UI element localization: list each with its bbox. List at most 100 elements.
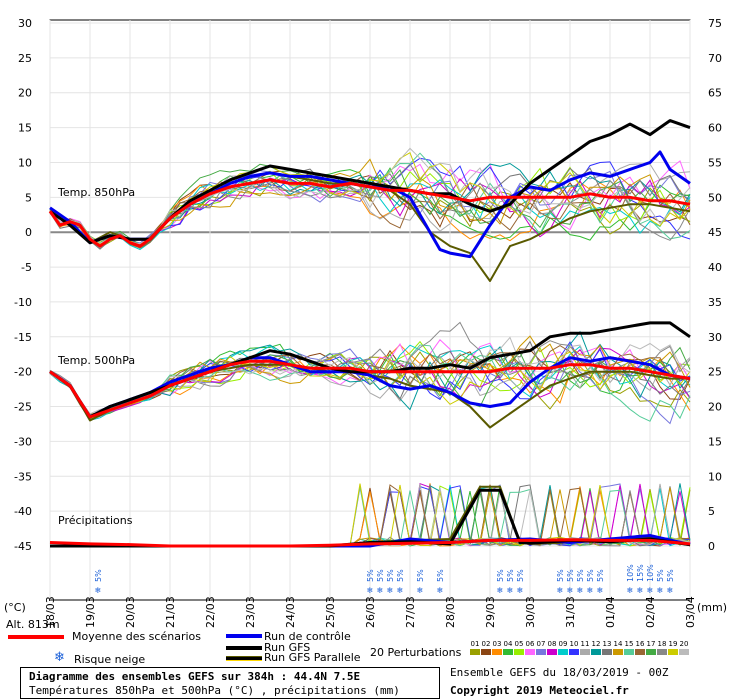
perturbation-swatch — [624, 649, 634, 655]
x-tick-label: 01/04 — [604, 596, 617, 628]
snow-risk-pct: 5% — [94, 569, 103, 582]
snowflake-icon: ❄ — [637, 586, 644, 595]
perturbation-swatch — [657, 649, 667, 655]
right-tick-label: 0 — [708, 540, 715, 553]
left-tick-label: -20 — [14, 366, 32, 379]
run-info: Ensemble GEFS du 18/03/2019 - 00Z — [450, 666, 669, 679]
snow-risk-pct: 5% — [416, 569, 425, 582]
left-tick-label: -40 — [14, 505, 32, 518]
snow-risk-pct: 5% — [586, 569, 595, 582]
perturbation-swatch — [514, 649, 524, 655]
perturbation-number: 10 — [569, 640, 579, 648]
perturbation-number: 11 — [580, 640, 590, 648]
perturbation-swatch — [525, 649, 535, 655]
snow-risk-pct: 5% — [596, 569, 605, 582]
snowflake-icon: ❄ — [657, 586, 664, 595]
legend-snow-label: Risque neige — [74, 653, 146, 666]
snow-risk-pct: 5% — [386, 569, 395, 582]
left-tick-label: -15 — [14, 331, 32, 344]
perturbation-swatch — [569, 649, 579, 655]
snow-risk-pct: 5% — [506, 569, 515, 582]
snowflake-icon: ❄ — [667, 586, 674, 595]
snowflake-icon: ❄ — [597, 586, 604, 595]
snow-risk-pct: 10% — [626, 564, 635, 582]
perturbation-swatch — [547, 649, 557, 655]
x-tick-label: 26/03 — [364, 596, 377, 628]
perturbation-line — [49, 177, 691, 249]
x-tick-label: 21/03 — [164, 596, 177, 628]
perturbation-number: 08 — [547, 640, 557, 648]
right-tick-label: 5 — [708, 505, 715, 518]
perturbation-number: 02 — [481, 640, 491, 648]
snow-risk-pct: 15% — [636, 564, 645, 582]
snowflake-icon: ❄ — [417, 586, 424, 595]
x-tick-label: 18/03 — [44, 596, 57, 628]
snowflake-icon: ❄ — [437, 586, 444, 595]
footer-title: Diagramme des ensembles GEFS sur 384h : … — [29, 670, 361, 683]
perturbation-swatch — [503, 649, 513, 655]
right-tick-label: 30 — [708, 331, 722, 344]
left-tick-label: 5 — [25, 191, 32, 204]
snowflake-icon: ❄ — [367, 586, 374, 595]
x-tick-label: 27/03 — [404, 596, 417, 628]
snowflake-icon: ❄ — [577, 586, 584, 595]
left-tick-label: 15 — [18, 122, 32, 135]
right-tick-label: 75 — [708, 17, 722, 30]
legend-mean-swatch — [8, 635, 64, 639]
altitude-label: Alt. 813m — [6, 618, 60, 631]
series-lines — [48, 119, 691, 548]
perturbation-number: 01 — [470, 640, 480, 648]
label-t500: Temp. 500hPa — [57, 354, 135, 367]
snow-risk-pct: 5% — [436, 569, 445, 582]
right-tick-label: 50 — [708, 191, 722, 204]
perturbation-swatch — [558, 649, 568, 655]
left-tick-label: 0 — [25, 226, 32, 239]
right-tick-label: 15 — [708, 435, 722, 448]
perturbation-number: 06 — [525, 640, 535, 648]
perturbation-swatch — [591, 649, 601, 655]
snow-risk-pct: 5% — [376, 569, 385, 582]
snowflake-icon: ❄ — [507, 586, 514, 595]
snowflake-icon: ❄ — [627, 586, 634, 595]
perturbation-number: 04 — [503, 640, 513, 648]
left-tick-label: -30 — [14, 435, 32, 448]
x-tick-label: 02/04 — [644, 596, 657, 628]
snowflake-icon: ❄ — [557, 586, 564, 595]
perturbation-swatch — [481, 649, 491, 655]
left-tick-label: -35 — [14, 470, 32, 483]
snowflake-icon: ❄ — [397, 586, 404, 595]
legend-pert-label: 20 Perturbations — [370, 646, 462, 659]
left-unit: (°C) — [4, 601, 26, 614]
left-tick-label: -45 — [14, 540, 32, 553]
x-tick-label: 29/03 — [484, 596, 497, 628]
snow-risk-pct: 5% — [666, 569, 675, 582]
label-t850: Temp. 850hPa — [57, 186, 135, 199]
x-tick-label: 31/03 — [564, 596, 577, 628]
snow-risk-pct: 5% — [496, 569, 505, 582]
left-tick-label: 20 — [18, 87, 32, 100]
perturbation-swatch — [602, 649, 612, 655]
perturbation-number: 03 — [492, 640, 502, 648]
right-tick-label: 25 — [708, 366, 722, 379]
perturbation-number: 12 — [591, 640, 601, 648]
snowflake-icon: ❄ — [567, 586, 574, 595]
axes: 302520151050-5-10-15-20-25-30-35-40-4575… — [14, 17, 722, 628]
perturbation-swatch — [668, 649, 678, 655]
perturbation-number: 18 — [657, 640, 667, 648]
footer-box: Diagramme des ensembles GEFS sur 384h : … — [20, 667, 440, 699]
perturbation-number: 16 — [635, 640, 645, 648]
grid — [49, 20, 691, 600]
right-tick-label: 20 — [708, 401, 722, 414]
perturbation-number: 19 — [668, 640, 678, 648]
x-tick-label: 22/03 — [204, 596, 217, 628]
perturbation-number: 14 — [613, 640, 623, 648]
x-tick-label: 19/03 — [84, 596, 97, 628]
perturbation-swatch — [492, 649, 502, 655]
perturbation-line — [49, 321, 691, 416]
legend-gfs-label: Run GFS — [264, 641, 311, 654]
x-tick-label: 25/03 — [324, 596, 337, 628]
perturbation-number: 17 — [646, 640, 656, 648]
x-tick-label: 30/03 — [524, 596, 537, 628]
snowflake-icon: ❄ — [387, 586, 394, 595]
